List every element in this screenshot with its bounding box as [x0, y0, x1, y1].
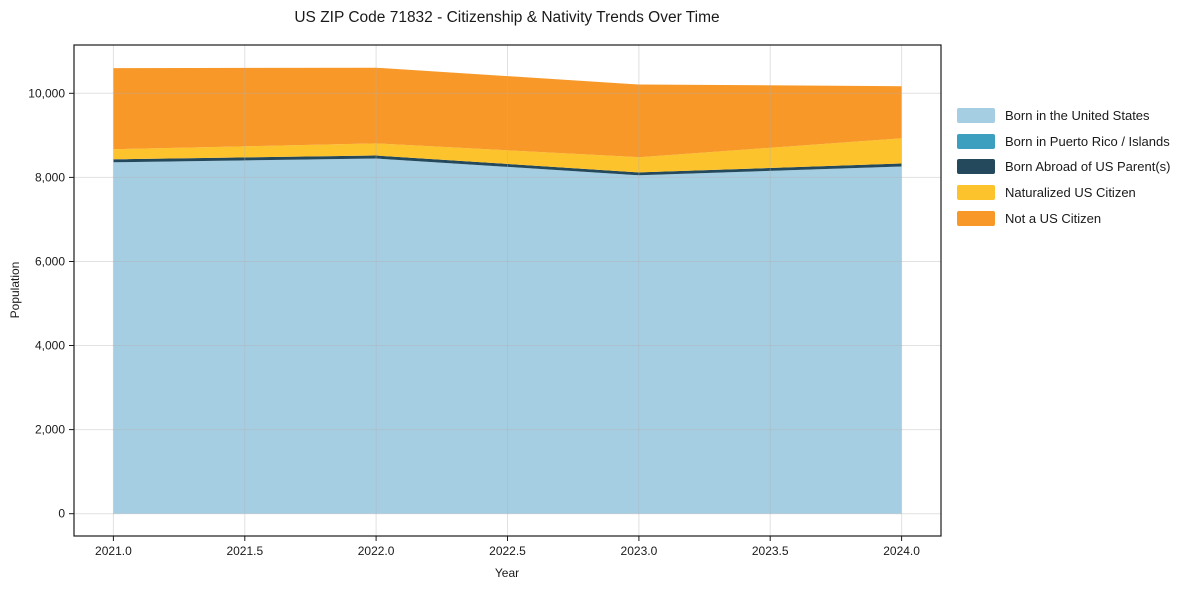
area-not-a-us-citizen	[113, 67, 902, 158]
legend-item-born-in-the-united-states: Born in the United States	[957, 108, 1170, 123]
legend-label: Not a US Citizen	[1005, 210, 1102, 226]
legend-label: Born in the United States	[1005, 108, 1150, 123]
area-born-in-the-united-states	[113, 158, 902, 514]
y-tick-label: 0	[58, 507, 65, 521]
x-tick-label: 2022.5	[489, 544, 526, 558]
y-axis-label: Population	[8, 262, 22, 319]
area-born-abroad-of-us-parent-s	[113, 155, 902, 176]
x-tick-label: 2022.0	[358, 544, 395, 558]
x-tick-label: 2023.0	[621, 544, 658, 558]
legend-item-not-a-us-citizen: Not a US Citizen	[957, 210, 1170, 226]
legend-swatch	[957, 159, 995, 175]
legend-swatch	[957, 185, 995, 201]
x-tick-label: 2021.5	[226, 544, 263, 558]
area-series-layer	[113, 67, 902, 514]
y-tick-label: 10,000	[28, 86, 65, 100]
legend-label: Born Abroad of US Parent(s)	[1005, 159, 1171, 175]
x-axis-label: Year	[495, 566, 519, 580]
legend-label: Naturalized US Citizen	[1005, 185, 1136, 201]
x-tick-label: 2024.0	[883, 544, 920, 558]
gridlines-layer	[74, 45, 941, 536]
y-tick-label: 8,000	[35, 170, 65, 184]
legend-swatch	[957, 108, 995, 123]
y-tick-label: 6,000	[35, 255, 65, 269]
area-naturalized-us-citizen	[113, 138, 902, 173]
legend-swatch	[957, 210, 995, 226]
legend: Born in the United States Born in Puerto …	[957, 108, 1170, 226]
axis-tick-marks	[69, 92, 903, 541]
x-tick-label: 2023.5	[752, 544, 789, 558]
legend-item-born-in-puerto-rico-islands: Born in Puerto Rico / Islands	[957, 133, 1170, 149]
y-tick-label: 4,000	[35, 339, 65, 353]
legend-swatch	[957, 133, 995, 149]
x-tick-label: 2021.0	[95, 544, 132, 558]
x-tick-labels: 2021.0 2021.5 2022.0 2022.5 2023.0 2023.5 2024…	[95, 544, 920, 558]
legend-item-born-abroad-of-us-parent-s: Born Abroad of US Parent(s)	[957, 159, 1171, 175]
legend-label: Born in Puerto Rico / Islands	[1005, 133, 1170, 149]
chart-title: US ZIP Code 71832 - Citizenship & Nativi…	[294, 9, 719, 26]
y-tick-labels: 0 2,000 4,000 6,000 8,000 10,000	[28, 86, 65, 520]
legend-item-naturalized-us-citizen: Naturalized US Citizen	[957, 185, 1170, 201]
y-tick-label: 2,000	[35, 423, 65, 437]
